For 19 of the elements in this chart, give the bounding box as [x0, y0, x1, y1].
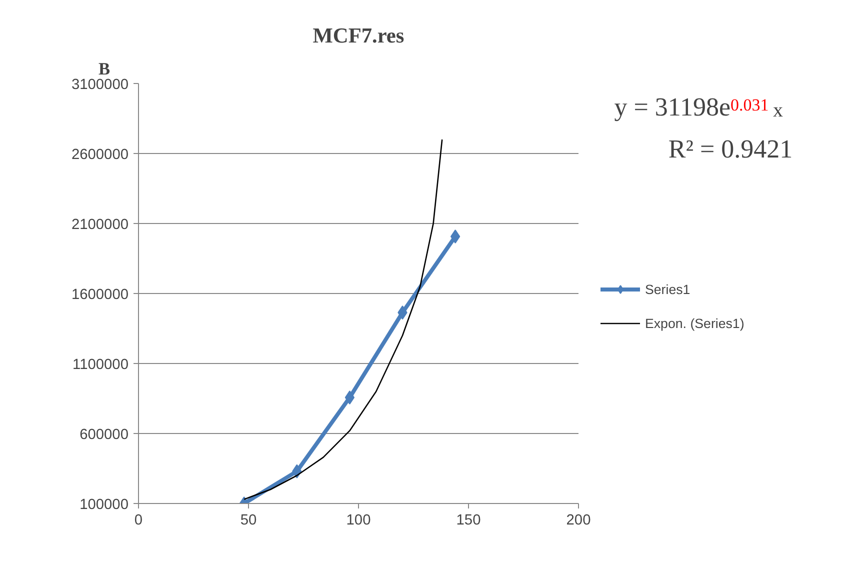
x-tick-label: 0	[134, 512, 143, 528]
point	[450, 230, 460, 244]
x-tick-label: 150	[456, 512, 481, 528]
legend-label: Series1	[645, 282, 690, 296]
x-tick-label: 100	[346, 512, 371, 528]
y-tick-label: 100000	[80, 497, 129, 513]
legend-label: Expon. (Series1)	[645, 316, 744, 330]
chart-title: MCF7.res	[312, 24, 404, 48]
y-tick-label: 600000	[80, 427, 129, 443]
y-tick-label: 1600000	[71, 287, 129, 303]
x-tick-label: 200	[566, 512, 591, 528]
y-tick-label: 1100000	[72, 357, 129, 373]
x-tick-label: 50	[240, 512, 257, 528]
y-tick-label: 2600000	[71, 147, 129, 163]
text: R² = 0.9421	[668, 134, 793, 164]
point	[344, 390, 355, 405]
y-tick-label: 2100000	[71, 217, 129, 233]
y-tick-label: 3100000	[71, 77, 129, 93]
text: B	[98, 60, 110, 78]
